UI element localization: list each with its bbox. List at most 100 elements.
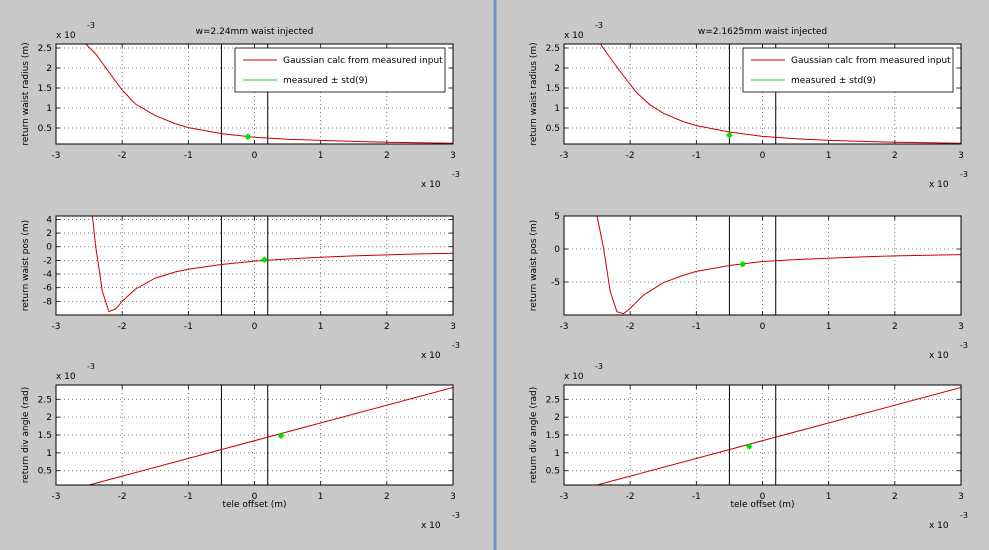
- gaussian-calc-curve: [88, 387, 453, 485]
- x-exponent-label: x 10: [929, 351, 949, 361]
- axes-frame: [563, 43, 962, 145]
- measured-point-d: [726, 132, 732, 138]
- figure-canvas-right: w=2.1625mm waist injected -3 -2 -1 0 1 2 3 0.5 1 1…: [529, 21, 968, 531]
- axes-frame: [55, 384, 454, 486]
- x-tick-label: -3: [52, 322, 61, 332]
- x-tick-label: -3: [52, 151, 61, 161]
- x-tick-label: -3: [52, 492, 61, 502]
- x-exponent-label: x 10: [929, 521, 949, 531]
- x-tick-label: 1: [318, 492, 324, 502]
- x-tick-label: -1: [692, 492, 701, 502]
- y-tick-label: 1: [46, 104, 52, 114]
- x-tick-label: 0: [760, 151, 766, 161]
- x-tick-label: -3: [560, 151, 569, 161]
- x-tick-label: 2: [892, 492, 898, 502]
- x-tick-label: 0: [252, 322, 258, 332]
- x-tick-label: 1: [826, 322, 832, 332]
- y-exponent-label: x 10: [56, 372, 76, 382]
- y-tick-label: 0: [554, 245, 560, 255]
- x-tick-label: 0: [252, 151, 258, 161]
- y-exponent-power: -3: [595, 362, 603, 371]
- y-axis-label: return waist radius (m): [21, 42, 31, 145]
- y-axis-label: return div angle (rad): [529, 387, 539, 484]
- y-tick-label: 1: [554, 449, 560, 459]
- axes-frame: [563, 384, 962, 486]
- x-tick-label: 3: [958, 322, 964, 332]
- x-tick-label: 3: [958, 492, 964, 502]
- x-exponent-power: -3: [960, 170, 968, 179]
- y-tick-label: 2: [46, 229, 52, 239]
- measured-point: [244, 133, 251, 140]
- x-tick-label: -2: [118, 492, 127, 502]
- x-exponent-label: x 10: [421, 351, 441, 361]
- measured-point: [277, 432, 284, 439]
- y-tick-label: -8: [43, 297, 52, 307]
- x-tick-label: -1: [184, 151, 193, 161]
- y-tick-label: 2.5: [38, 395, 52, 405]
- x-tick-label: 2: [384, 492, 390, 502]
- x-tick-label: 0: [252, 492, 258, 502]
- legend-entry: Gaussian calc from measured input: [283, 56, 443, 66]
- x-tick-label: 2: [384, 151, 390, 161]
- y-tick-label: 2.5: [38, 44, 52, 54]
- x-tick-label: -1: [692, 151, 701, 161]
- figure-title: w=2.24mm waist injected: [196, 27, 314, 37]
- x-exponent-power: -3: [960, 341, 968, 350]
- measured-point: [739, 261, 746, 268]
- figure-window-left: w=2.24mm waist injected -3 -2 -1 0 1 2 3 0.5 1 1.5…: [0, 0, 493, 550]
- y-axis-label: return waist pos (m): [21, 220, 31, 311]
- subplot: -3 -2 -1 0 1 2 3 0.5 1 1.5 2 2.5 return div angle (r…: [21, 362, 460, 531]
- y-exponent-label: x 10: [564, 372, 584, 382]
- axes-frame: [563, 215, 962, 316]
- y-tick-label: 1.5: [546, 431, 560, 441]
- y-tick-label: 4: [46, 215, 52, 225]
- x-exponent-label: x 10: [929, 180, 949, 190]
- y-tick-label: 1.5: [38, 84, 52, 94]
- x-exponent-power: -3: [452, 170, 460, 179]
- gaussian-calc-curve: [599, 44, 961, 144]
- measured-point: [746, 443, 753, 450]
- y-tick-label: 2: [554, 64, 560, 74]
- x-exponent-label: x 10: [421, 180, 441, 190]
- y-tick-label: 1.5: [546, 84, 560, 94]
- figure-title: w=2.1625mm waist injected: [698, 27, 827, 37]
- measured-point: [261, 256, 268, 263]
- y-tick-label: -4: [43, 270, 52, 280]
- y-tick-label: -6: [43, 284, 52, 294]
- x-tick-label: 0: [760, 492, 766, 502]
- x-axis-label: tele offset (m): [730, 500, 794, 510]
- x-axis-label: tele offset (m): [222, 500, 286, 510]
- y-tick-label: 2: [554, 413, 560, 423]
- y-tick-label: 2: [46, 413, 52, 423]
- subplot: -3 -2 -1 0 1 2 3 0.5 1 1.5 2 2.5 return waist radius…: [529, 21, 968, 190]
- axes-frame: [55, 215, 454, 316]
- y-tick-label: 1: [46, 449, 52, 459]
- legend: Gaussian calc from measured input measure…: [742, 47, 954, 93]
- y-exponent-power: -3: [87, 362, 95, 371]
- x-tick-label: 1: [826, 492, 832, 502]
- x-tick-label: 3: [450, 151, 456, 161]
- y-tick-label: -5: [551, 278, 560, 288]
- y-tick-label: -2: [43, 256, 52, 266]
- x-tick-label: -1: [184, 492, 193, 502]
- legend-entry: measured ± std(9): [283, 76, 368, 86]
- x-tick-label: -2: [626, 151, 635, 161]
- x-exponent-label: x 10: [421, 521, 441, 531]
- x-exponent-power: -3: [452, 341, 460, 350]
- axes-frame: [55, 43, 454, 145]
- y-axis-label: return waist radius (m): [529, 42, 539, 145]
- x-exponent-power: -3: [960, 511, 968, 520]
- y-tick-label: 0.5: [546, 124, 560, 134]
- y-tick-label: 5: [554, 212, 560, 222]
- y-tick-label: 2.5: [546, 44, 560, 54]
- y-axis-label: return div angle (rad): [21, 387, 31, 484]
- measured-point-d: [278, 433, 284, 439]
- measured-point-d: [262, 257, 267, 263]
- x-tick-label: -2: [626, 322, 635, 332]
- gaussian-calc-curve: [596, 387, 961, 485]
- gaussian-calc-curve: [596, 216, 961, 315]
- subplot: -3 -2 -1 0 1 2 3 0.5 1 1.5 2 2.5 return div angle (r…: [529, 362, 968, 531]
- y-exponent-power: -3: [595, 21, 603, 30]
- y-tick-label: 0.5: [546, 467, 560, 477]
- subplot: -3 -2 -1 0 1 2 3 5 0 -5 return waist pos (m) x 10 -3: [529, 212, 968, 361]
